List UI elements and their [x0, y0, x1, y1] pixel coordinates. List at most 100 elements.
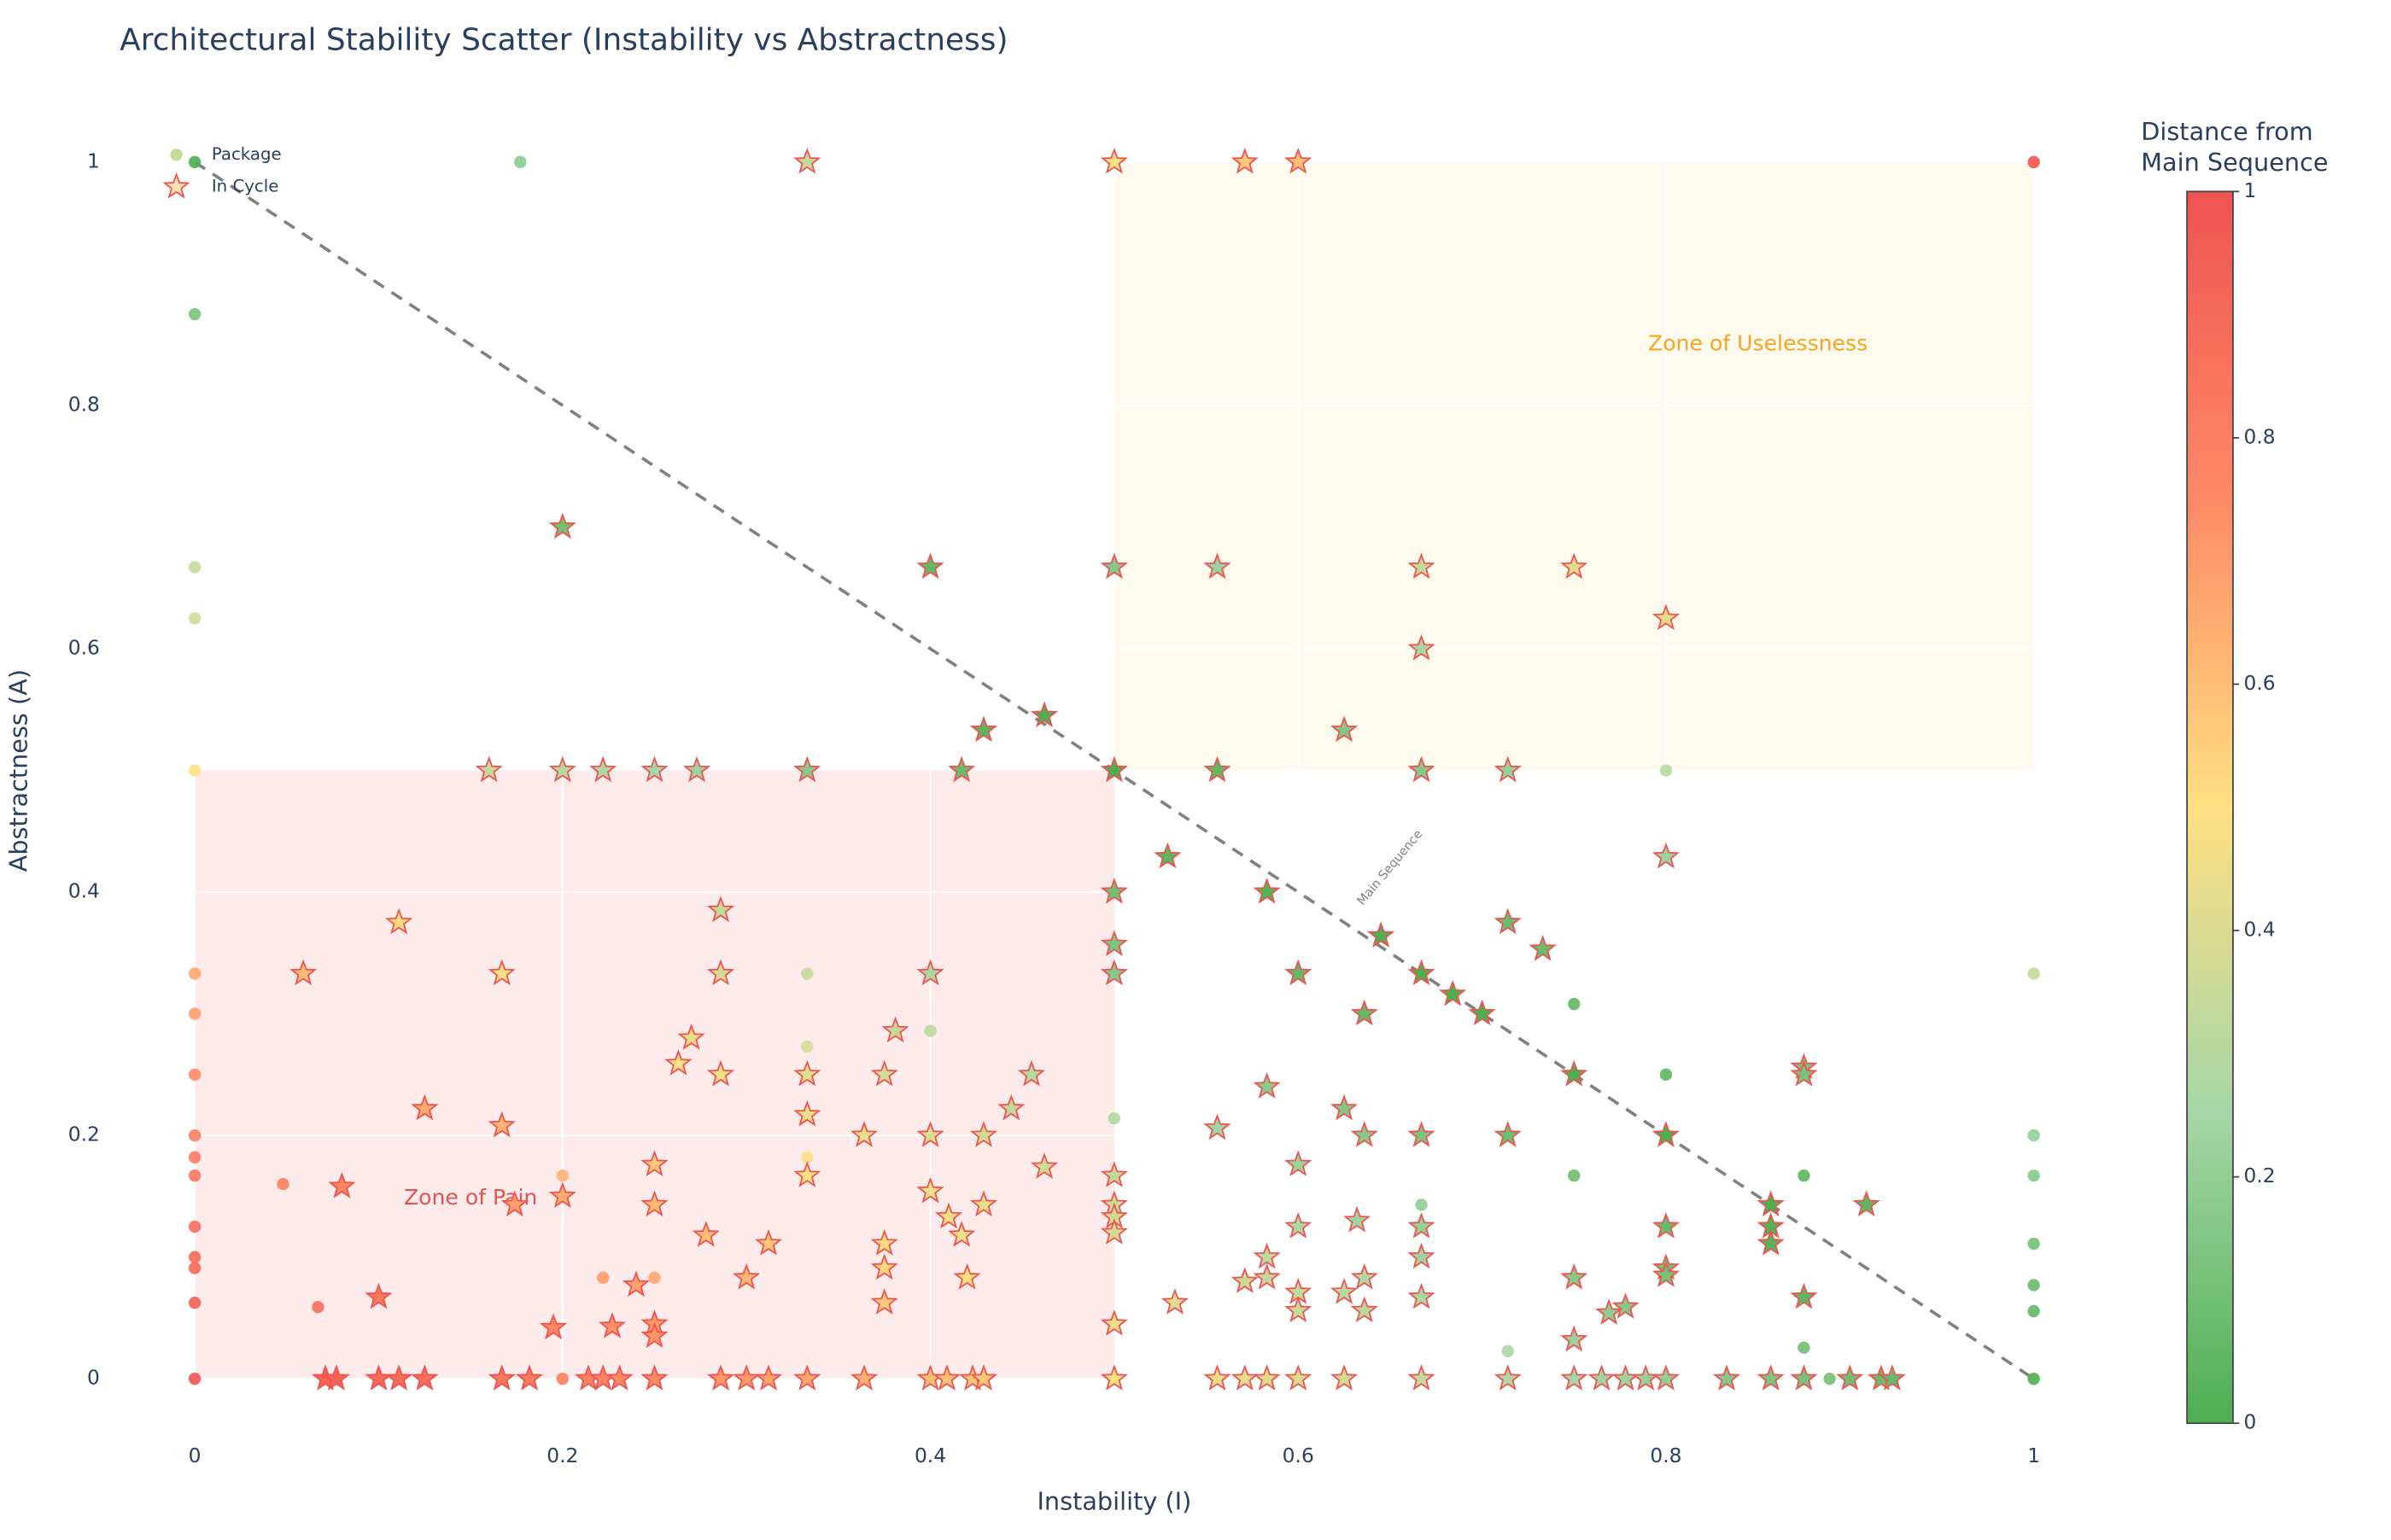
colorbar-tick-label: 0.2 [2244, 1164, 2276, 1187]
cycle-point [793, 755, 821, 783]
cycle-point [365, 1282, 393, 1310]
cycle-point [1350, 1296, 1378, 1323]
cycle-point [1203, 755, 1231, 783]
x-tick-label: 0.2 [547, 1444, 578, 1467]
package-point [277, 1177, 289, 1191]
package-point [2027, 967, 2040, 980]
cycle-point [1529, 935, 1557, 961]
cycle-point [969, 1190, 998, 1217]
cycle-point [733, 1263, 761, 1290]
cycle-point [1632, 1364, 1660, 1391]
cycle-point [1284, 1212, 1312, 1239]
cycle-point [948, 1221, 976, 1247]
package-point [1823, 1372, 1836, 1385]
x-tick-label: 0.8 [1650, 1444, 1681, 1467]
cycle-point [1407, 959, 1435, 986]
cycle-point [1836, 1364, 1864, 1391]
y-tick-label: 0.4 [68, 879, 100, 903]
cycle-point [870, 1059, 898, 1087]
cycle-point [1100, 878, 1128, 904]
colorbar [2186, 190, 2234, 1425]
cycle-point [793, 147, 821, 174]
cycle-point [640, 1321, 669, 1348]
cycle-point [1253, 878, 1281, 904]
package-point [188, 967, 202, 980]
cycle-point [1587, 1364, 1616, 1391]
package-point [188, 1296, 202, 1310]
cycle-point [870, 1288, 898, 1315]
cycle-point [754, 1228, 783, 1256]
cycle-point [1712, 1364, 1741, 1391]
package-point [556, 1169, 570, 1182]
cycle-point [1030, 701, 1059, 728]
cycle-point [548, 512, 576, 540]
cycle-point [916, 959, 944, 986]
x-tick-label: 0 [189, 1444, 202, 1467]
cycle-point [515, 1364, 544, 1391]
cycle-point [322, 1364, 351, 1391]
cycle-point [1100, 1218, 1128, 1245]
cycle-point [1231, 1364, 1259, 1391]
cycle-point [1651, 842, 1681, 869]
package-point [2027, 155, 2040, 169]
cycle-point [622, 1270, 651, 1298]
cycle-point [1407, 1212, 1435, 1239]
cycle-point [881, 1016, 909, 1043]
colorbar-tick-label: 0 [2244, 1410, 2257, 1434]
colorbar-title: Distance from [2141, 117, 2312, 146]
package-point [648, 1271, 661, 1285]
cycle-point [539, 1313, 568, 1339]
cycle-point [1231, 147, 1259, 174]
x-tick-label: 1 [2027, 1444, 2040, 1467]
cycle-point [1154, 842, 1182, 869]
cycle-point [870, 1253, 898, 1280]
cycle-point [1651, 604, 1681, 631]
cycle-point [1017, 1059, 1046, 1087]
cycle-point [1790, 1364, 1818, 1391]
legend-marker [162, 172, 190, 199]
cycle-point [793, 1364, 821, 1391]
cycle-point [1878, 1364, 1906, 1391]
package-point [188, 1007, 202, 1020]
package-point [2027, 1129, 2040, 1142]
colorbar-title: Main Sequence [2141, 148, 2328, 177]
cycle-point [328, 1172, 356, 1199]
package-point [1568, 997, 1581, 1011]
cycle-point [677, 1024, 705, 1050]
cycle-point [385, 1364, 413, 1391]
zone-label: Zone of Uselessness [1648, 331, 1868, 356]
y-tick-label: 1 [87, 149, 100, 172]
cycle-point [500, 1190, 529, 1217]
package-point [188, 1372, 202, 1385]
cycle-point [488, 959, 516, 986]
y-tick-label: 0.8 [68, 392, 100, 416]
package-point [924, 1024, 937, 1037]
cycle-point [1790, 1059, 1818, 1087]
cycle-point [640, 1190, 669, 1217]
package-point [188, 561, 202, 574]
colorbar-tick-label: 0.6 [2244, 671, 2276, 695]
colorbar-tick-label: 0.8 [2244, 424, 2276, 448]
cycle-point [1757, 1190, 1785, 1217]
cycle-point [793, 1161, 821, 1187]
cycle-point [793, 1059, 821, 1087]
cycle-point [1560, 1059, 1588, 1087]
package-point [188, 1129, 202, 1142]
y-tick-label: 0.2 [68, 1123, 100, 1146]
cycle-point [850, 1364, 879, 1391]
cycle-point [706, 1059, 735, 1087]
cycle-point [1651, 1212, 1681, 1239]
cycle-point [1790, 1282, 1818, 1310]
package-point [188, 612, 202, 625]
x-tick-label: 0.4 [915, 1444, 946, 1467]
cycle-point [1494, 907, 1522, 935]
package-point [188, 1220, 202, 1234]
package-point [1659, 764, 1673, 777]
cycle-point [1560, 1263, 1588, 1290]
cycle-point [1253, 1364, 1281, 1391]
cycle-point [948, 755, 976, 783]
cycle-point [916, 552, 944, 580]
package-point [801, 967, 814, 980]
